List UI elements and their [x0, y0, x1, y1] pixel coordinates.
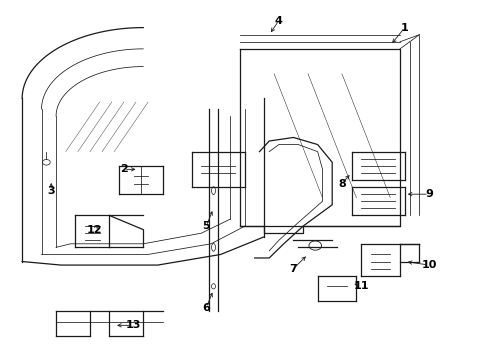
Text: 13: 13: [126, 320, 141, 330]
Text: 12: 12: [87, 225, 102, 235]
Text: 3: 3: [48, 186, 55, 195]
Text: 5: 5: [202, 221, 210, 231]
Text: 6: 6: [202, 303, 210, 312]
Text: 11: 11: [353, 281, 369, 291]
Text: 8: 8: [338, 179, 346, 189]
Text: 10: 10: [421, 260, 437, 270]
Text: 4: 4: [275, 15, 283, 26]
Text: 2: 2: [120, 165, 128, 174]
Text: 9: 9: [425, 189, 433, 199]
Text: 7: 7: [290, 264, 297, 274]
Text: 1: 1: [401, 23, 409, 33]
